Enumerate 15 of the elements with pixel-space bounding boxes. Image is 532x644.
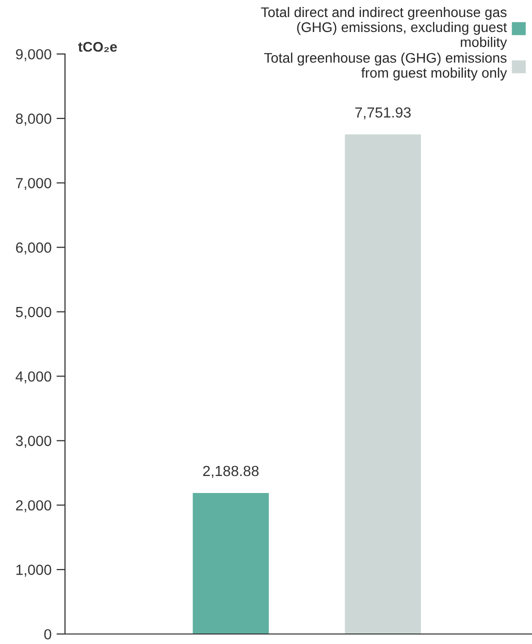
legend-label: Total direct and indirect greenhouse gas (GHG) emissions, excluding guest mobility	[261, 6, 507, 50]
data-label: 7,751.93	[355, 107, 411, 120]
y-tick-label: 9,000	[16, 49, 52, 62]
y-tick-label: 1,000	[16, 564, 52, 577]
y-tick-label: 7,000	[16, 178, 52, 190]
y-tick-label: 3,000	[16, 436, 52, 448]
y-axis-title: tCO₂e	[78, 42, 117, 52]
data-label: 2,188.88	[203, 466, 259, 478]
legend-label: Total greenhouse gas (GHG) emissions from guest mobility only	[264, 52, 507, 80]
y-tick-label: 2,000	[16, 500, 52, 512]
y-tick-label: 6,000	[16, 242, 52, 254]
y-tick-label: 8,000	[16, 114, 52, 126]
y-tick-label: 4,000	[16, 371, 52, 384]
y-tick-label: 5,000	[16, 306, 52, 319]
y-tick-label: 0	[44, 629, 52, 640]
